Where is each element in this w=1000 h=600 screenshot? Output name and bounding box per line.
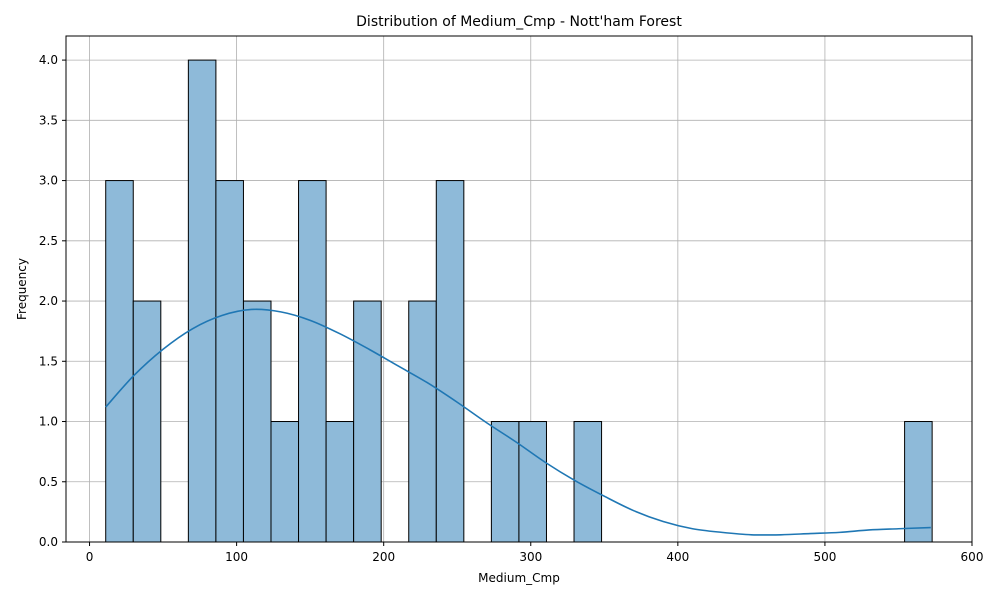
- histogram-bar: [298, 180, 327, 543]
- y-tick-label: 0.0: [39, 535, 58, 549]
- histogram-bar: [435, 180, 465, 543]
- x-tick-label: 400: [666, 550, 689, 564]
- kde-curve-group: [105, 308, 931, 536]
- y-axis-label: Frequency: [15, 258, 29, 320]
- histogram-bar: [904, 421, 933, 543]
- x-tick-label: 100: [225, 550, 248, 564]
- x-tick-label: 500: [813, 550, 836, 564]
- y-tick-label: 1.5: [39, 354, 58, 368]
- histogram-bar: [242, 300, 272, 543]
- histogram-bar: [518, 421, 547, 543]
- y-tick-label: 1.0: [39, 415, 58, 429]
- histogram-bar: [490, 421, 520, 543]
- y-tick-label: 2.0: [39, 294, 58, 308]
- x-tick-label: 200: [372, 550, 395, 564]
- histogram-bar: [325, 421, 355, 543]
- y-tick-label: 0.5: [39, 475, 58, 489]
- x-tick-label: 600: [961, 550, 984, 564]
- histogram-bar: [353, 300, 382, 543]
- y-tick-label: 3.0: [39, 174, 58, 188]
- chart-title: Distribution of Medium_Cmp - Nott'ham Fo…: [356, 14, 682, 30]
- y-tick-label: 3.5: [39, 113, 58, 127]
- histogram-bar: [132, 300, 162, 543]
- histogram-bar: [105, 180, 134, 543]
- kde-curve: [105, 308, 931, 536]
- histogram-bar: [270, 421, 300, 543]
- histogram-bars: [105, 59, 933, 543]
- histogram-bar: [215, 180, 244, 543]
- x-axis-label: Medium_Cmp: [478, 571, 560, 585]
- histogram-bar: [408, 300, 437, 543]
- plot-frame: [65, 35, 973, 543]
- histogram-bar: [187, 59, 217, 543]
- x-tick-label: 0: [86, 550, 94, 564]
- y-axis-ticks: 0.0 0.5 1.0 1.5 2.0 2.5 3.0 3.5 4.0: [39, 53, 66, 549]
- x-axis-ticks: 0 100 200 300 400 500 600: [86, 542, 984, 564]
- y-tick-label: 2.5: [39, 234, 58, 248]
- x-tick-label: 300: [519, 550, 542, 564]
- y-tick-label: 4.0: [39, 53, 58, 67]
